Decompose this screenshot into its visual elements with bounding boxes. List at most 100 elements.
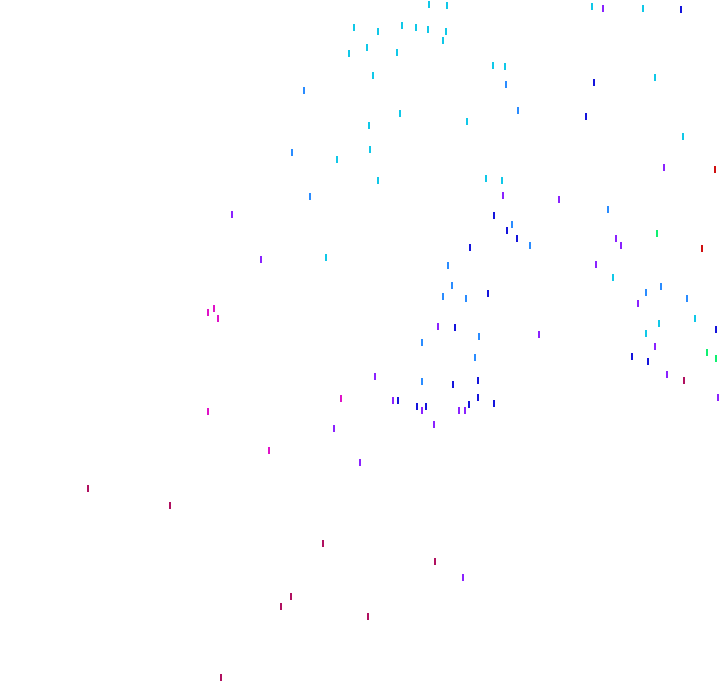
point-mark	[602, 5, 604, 12]
point-mark	[458, 407, 460, 414]
point-mark	[682, 133, 684, 140]
point-mark	[303, 87, 305, 94]
point-mark	[322, 540, 324, 547]
point-mark	[207, 408, 209, 415]
point-mark	[468, 401, 470, 408]
point-mark	[493, 212, 495, 219]
point-mark	[485, 175, 487, 182]
point-mark	[465, 295, 467, 302]
point-mark	[415, 24, 417, 31]
point-mark	[428, 1, 430, 8]
point-mark	[683, 377, 685, 384]
point-mark	[359, 459, 361, 466]
point-mark	[309, 193, 311, 200]
point-mark	[377, 28, 379, 35]
point-mark	[517, 107, 519, 114]
point-mark	[478, 333, 480, 340]
point-mark	[529, 242, 531, 249]
point-mark	[442, 37, 444, 44]
point-mark	[538, 331, 540, 338]
point-mark	[367, 613, 369, 620]
point-mark	[213, 305, 215, 312]
point-mark	[445, 28, 447, 35]
point-mark	[396, 49, 398, 56]
point-mark	[501, 177, 503, 184]
point-mark	[399, 110, 401, 117]
point-mark	[612, 274, 614, 281]
point-mark	[505, 81, 507, 88]
point-mark	[607, 206, 609, 213]
point-mark	[715, 326, 717, 333]
point-mark	[462, 574, 464, 581]
point-mark	[401, 22, 403, 29]
point-mark	[290, 593, 292, 600]
point-mark	[477, 377, 479, 384]
point-mark	[701, 245, 703, 252]
point-mark	[658, 320, 660, 327]
point-mark	[694, 315, 696, 322]
point-mark	[477, 394, 479, 401]
point-mark	[706, 349, 708, 356]
point-mark	[437, 323, 439, 330]
point-mark	[333, 425, 335, 432]
point-mark	[447, 262, 449, 269]
point-mark	[474, 354, 476, 361]
point-mark	[207, 309, 209, 316]
point-mark	[714, 166, 716, 173]
point-mark	[654, 74, 656, 81]
point-mark	[340, 395, 342, 402]
point-mark	[268, 447, 270, 454]
point-mark	[595, 261, 597, 268]
point-mark	[558, 196, 560, 203]
point-mark	[466, 118, 468, 125]
point-mark	[446, 2, 448, 9]
point-mark	[372, 72, 374, 79]
point-mark	[645, 330, 647, 337]
point-mark	[353, 24, 355, 31]
point-mark	[715, 355, 717, 362]
point-mark	[434, 558, 436, 565]
point-mark	[425, 403, 427, 410]
point-mark	[260, 256, 262, 263]
point-mark	[217, 315, 219, 322]
point-mark	[231, 211, 233, 218]
point-mark	[645, 289, 647, 296]
point-mark	[464, 407, 466, 414]
point-mark	[433, 421, 435, 428]
point-mark	[469, 244, 471, 251]
point-mark	[452, 381, 454, 388]
point-mark	[421, 339, 423, 346]
point-mark	[506, 227, 508, 234]
point-mark	[660, 283, 662, 290]
point-mark	[427, 26, 429, 33]
point-mark	[169, 502, 171, 509]
point-mark	[392, 397, 394, 404]
point-mark	[366, 44, 368, 51]
point-mark	[637, 300, 639, 307]
point-mark	[492, 62, 494, 69]
point-mark	[680, 6, 682, 13]
point-mark	[291, 149, 293, 156]
point-mark	[663, 164, 665, 171]
point-mark	[642, 5, 644, 12]
point-mark	[220, 674, 222, 681]
point-mark	[516, 235, 518, 242]
point-mark	[348, 50, 350, 57]
point-mark	[87, 485, 89, 492]
point-mark	[493, 400, 495, 407]
point-mark	[421, 378, 423, 385]
point-mark	[631, 353, 633, 360]
point-mark	[656, 230, 658, 237]
point-mark	[374, 373, 376, 380]
point-mark	[504, 63, 506, 70]
point-mark	[615, 235, 617, 242]
point-mark	[377, 177, 379, 184]
point-mark	[620, 242, 622, 249]
point-mark	[416, 403, 418, 410]
point-mark	[487, 290, 489, 297]
point-mark	[442, 293, 444, 300]
point-mark	[593, 79, 595, 86]
point-mark	[369, 146, 371, 153]
point-mark	[654, 343, 656, 350]
